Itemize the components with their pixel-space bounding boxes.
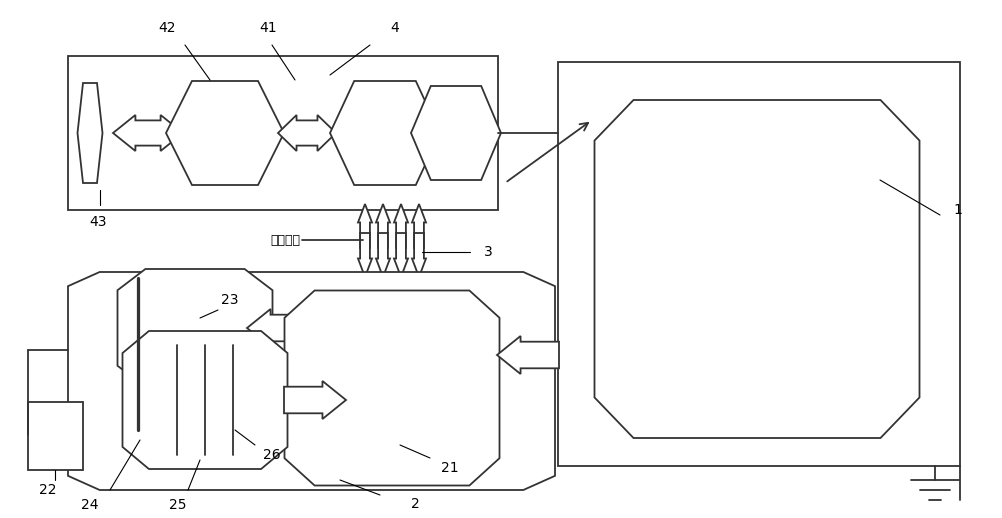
Polygon shape (284, 381, 346, 419)
Polygon shape (285, 291, 499, 485)
Polygon shape (113, 115, 182, 151)
Polygon shape (77, 83, 102, 183)
Text: 3: 3 (483, 245, 492, 259)
Text: 41: 41 (259, 21, 277, 35)
Polygon shape (376, 233, 390, 277)
Text: 42: 42 (158, 21, 175, 35)
Text: 通讯接口: 通讯接口 (270, 234, 300, 247)
Text: 24: 24 (81, 498, 98, 512)
Text: 21: 21 (441, 461, 458, 475)
Polygon shape (358, 204, 372, 248)
Polygon shape (330, 81, 440, 185)
Polygon shape (68, 272, 554, 490)
Text: 23: 23 (221, 293, 238, 307)
Polygon shape (394, 204, 408, 248)
Polygon shape (412, 204, 426, 248)
Text: 25: 25 (169, 498, 186, 512)
Polygon shape (358, 233, 372, 277)
Polygon shape (166, 81, 284, 185)
Text: 1: 1 (953, 203, 962, 217)
Text: 26: 26 (263, 448, 281, 462)
Text: 2: 2 (410, 497, 419, 511)
Polygon shape (122, 331, 288, 469)
Bar (557, 62, 959, 466)
Polygon shape (497, 336, 558, 374)
Polygon shape (411, 86, 501, 180)
Polygon shape (594, 100, 919, 438)
Polygon shape (278, 115, 336, 151)
Polygon shape (117, 269, 273, 387)
Polygon shape (412, 233, 426, 277)
Text: 4: 4 (390, 21, 399, 35)
Polygon shape (376, 204, 390, 248)
Text: 22: 22 (39, 483, 57, 497)
Polygon shape (394, 233, 408, 277)
Bar (68, 56, 498, 210)
Text: 43: 43 (89, 215, 106, 229)
Polygon shape (246, 309, 309, 347)
Bar (28, 402, 83, 470)
